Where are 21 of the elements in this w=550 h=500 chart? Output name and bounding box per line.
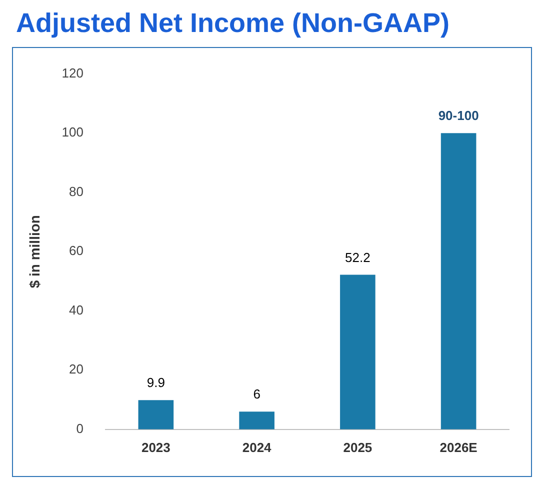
data-label: 90-100 (438, 108, 479, 124)
y-tick-label: 40 (69, 302, 84, 318)
y-tick-label: 80 (69, 184, 84, 199)
bar (440, 133, 476, 430)
bar (340, 274, 376, 430)
bar (239, 412, 274, 430)
y-axis-title: $ in million (26, 215, 42, 288)
x-tick-label: 2025 (343, 440, 372, 455)
y-tick-label: 100 (62, 124, 84, 140)
data-label: 9.9 (146, 375, 165, 390)
y-tick-label: 60 (69, 243, 84, 258)
y-tick-label: 20 (69, 362, 84, 377)
data-label: 6 (253, 386, 260, 402)
x-tick-label: 2024 (242, 440, 272, 455)
x-tick-label: 2023 (141, 440, 170, 455)
chart-title: Adjusted Net Income (Non-GAAP) (16, 8, 451, 39)
y-tick-label: 0 (76, 420, 84, 436)
bar (138, 400, 174, 430)
x-tick-label: 2026E (440, 440, 478, 455)
data-label: 52.2 (345, 250, 370, 265)
y-tick-label: 120 (62, 65, 84, 80)
